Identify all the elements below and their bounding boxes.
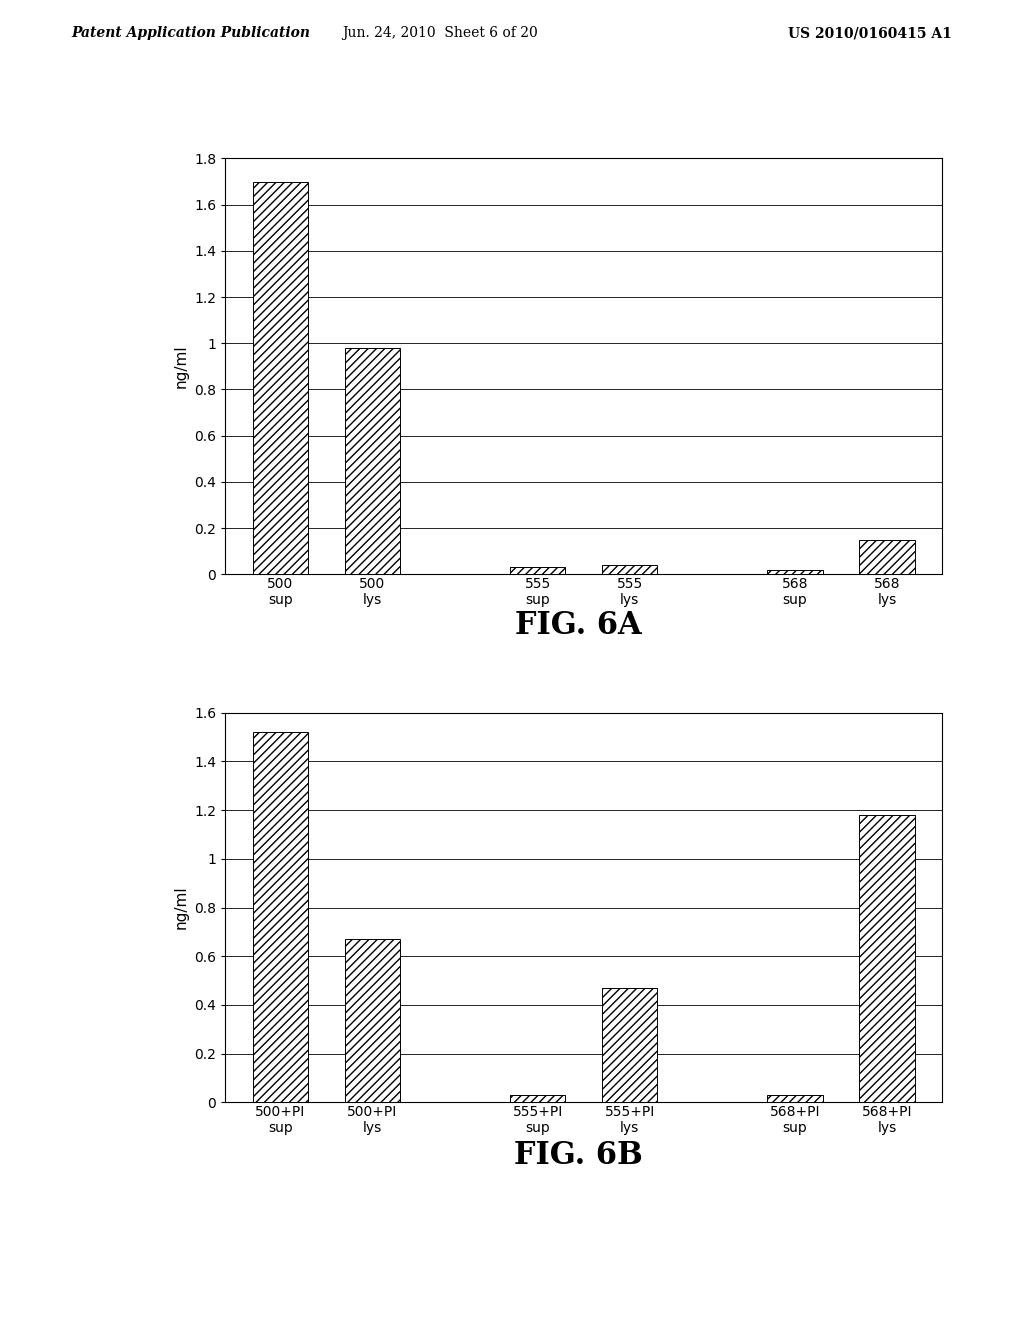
Y-axis label: ng/ml: ng/ml xyxy=(174,345,188,388)
Bar xyxy=(859,540,914,574)
Bar xyxy=(510,1094,565,1102)
Text: US 2010/0160415 A1: US 2010/0160415 A1 xyxy=(788,26,952,41)
Text: FIG. 6A: FIG. 6A xyxy=(515,610,642,640)
Bar xyxy=(345,939,400,1102)
Bar xyxy=(253,181,308,574)
Bar xyxy=(602,987,657,1102)
Bar xyxy=(767,1094,822,1102)
Text: Jun. 24, 2010  Sheet 6 of 20: Jun. 24, 2010 Sheet 6 of 20 xyxy=(342,26,539,41)
Text: FIG. 6B: FIG. 6B xyxy=(514,1140,643,1171)
Bar xyxy=(859,814,914,1102)
Bar xyxy=(767,570,822,574)
Text: Patent Application Publication: Patent Application Publication xyxy=(72,26,310,41)
Bar xyxy=(510,568,565,574)
Bar xyxy=(602,565,657,574)
Bar xyxy=(253,733,308,1102)
Bar xyxy=(345,348,400,574)
Y-axis label: ng/ml: ng/ml xyxy=(174,886,188,929)
